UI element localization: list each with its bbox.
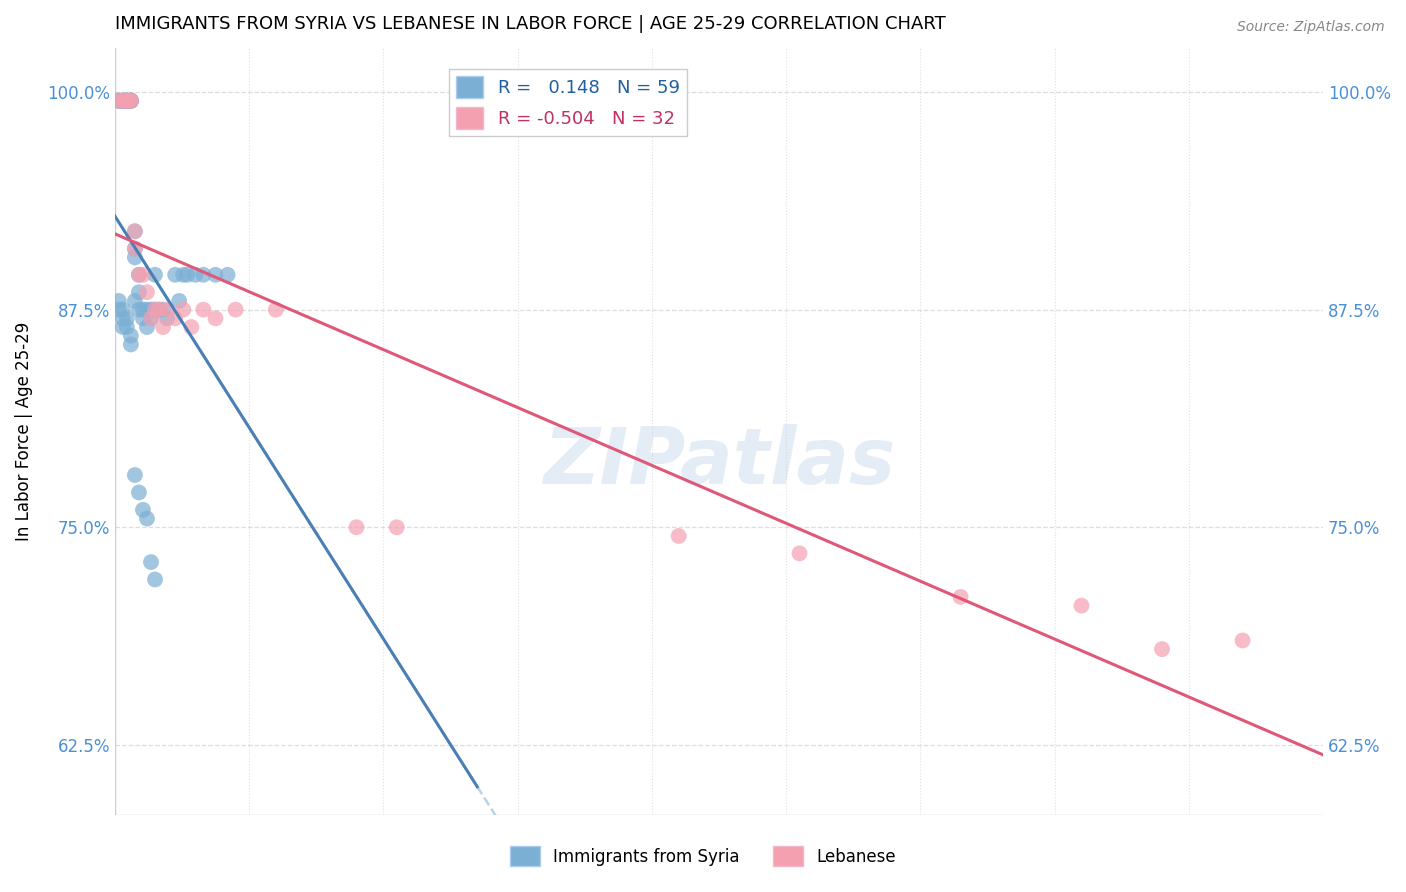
Text: ZIPatlas: ZIPatlas (543, 425, 896, 500)
Lebanese (264, 302, 287, 317)
Immigrants from Syria (111, 94, 134, 108)
Lebanese (136, 285, 159, 300)
Lebanese (152, 320, 174, 334)
Lebanese (115, 94, 138, 108)
Immigrants from Syria (115, 320, 138, 334)
Immigrants from Syria (128, 302, 150, 317)
Lebanese (1150, 642, 1173, 657)
Immigrants from Syria (176, 268, 198, 282)
Lebanese (120, 94, 142, 108)
Immigrants from Syria (115, 94, 138, 108)
Lebanese (180, 320, 202, 334)
Immigrants from Syria (136, 511, 159, 525)
Lebanese (143, 302, 166, 317)
Immigrants from Syria (139, 555, 162, 569)
Lebanese (385, 520, 408, 534)
Immigrants from Syria (128, 485, 150, 500)
Lebanese (225, 302, 247, 317)
Lebanese (115, 94, 138, 108)
Immigrants from Syria (193, 268, 215, 282)
Immigrants from Syria (184, 268, 207, 282)
Immigrants from Syria (120, 337, 142, 351)
Lebanese (346, 520, 368, 534)
Immigrants from Syria (107, 94, 129, 108)
Text: IMMIGRANTS FROM SYRIA VS LEBANESE IN LABOR FORCE | AGE 25-29 CORRELATION CHART: IMMIGRANTS FROM SYRIA VS LEBANESE IN LAB… (115, 15, 945, 33)
Lebanese (107, 94, 129, 108)
Immigrants from Syria (120, 94, 142, 108)
Immigrants from Syria (217, 268, 239, 282)
Immigrants from Syria (148, 302, 170, 317)
Immigrants from Syria (115, 94, 138, 108)
Immigrants from Syria (128, 285, 150, 300)
Lebanese (668, 529, 690, 543)
Immigrants from Syria (165, 268, 187, 282)
Lebanese (132, 268, 155, 282)
Immigrants from Syria (139, 311, 162, 326)
Immigrants from Syria (124, 224, 146, 238)
Lebanese (139, 311, 162, 326)
Immigrants from Syria (124, 251, 146, 265)
Immigrants from Syria (124, 242, 146, 256)
Immigrants from Syria (120, 94, 142, 108)
Immigrants from Syria (139, 302, 162, 317)
Lebanese (120, 94, 142, 108)
Immigrants from Syria (132, 311, 155, 326)
Lebanese (165, 311, 187, 326)
Immigrants from Syria (120, 94, 142, 108)
Lebanese (204, 311, 226, 326)
Immigrants from Syria (107, 94, 129, 108)
Y-axis label: In Labor Force | Age 25-29: In Labor Force | Age 25-29 (15, 322, 32, 541)
Immigrants from Syria (152, 302, 174, 317)
Immigrants from Syria (120, 94, 142, 108)
Lebanese (124, 242, 146, 256)
Legend: Immigrants from Syria, Lebanese: Immigrants from Syria, Lebanese (503, 839, 903, 873)
Lebanese (148, 302, 170, 317)
Lebanese (1232, 633, 1254, 648)
Immigrants from Syria (115, 94, 138, 108)
Immigrants from Syria (115, 94, 138, 108)
Immigrants from Syria (107, 293, 129, 308)
Immigrants from Syria (143, 268, 166, 282)
Immigrants from Syria (111, 94, 134, 108)
Immigrants from Syria (204, 268, 226, 282)
Immigrants from Syria (136, 302, 159, 317)
Legend: R =   0.148   N = 59, R = -0.504   N = 32: R = 0.148 N = 59, R = -0.504 N = 32 (449, 69, 688, 136)
Immigrants from Syria (107, 302, 129, 317)
Lebanese (156, 302, 179, 317)
Lebanese (128, 268, 150, 282)
Immigrants from Syria (124, 293, 146, 308)
Immigrants from Syria (115, 311, 138, 326)
Immigrants from Syria (143, 302, 166, 317)
Immigrants from Syria (136, 320, 159, 334)
Immigrants from Syria (120, 94, 142, 108)
Immigrants from Syria (132, 503, 155, 517)
Immigrants from Syria (156, 311, 179, 326)
Lebanese (1070, 599, 1092, 613)
Immigrants from Syria (111, 311, 134, 326)
Lebanese (193, 302, 215, 317)
Lebanese (949, 590, 972, 604)
Lebanese (789, 546, 811, 560)
Immigrants from Syria (128, 268, 150, 282)
Immigrants from Syria (111, 94, 134, 108)
Immigrants from Syria (132, 302, 155, 317)
Immigrants from Syria (107, 94, 129, 108)
Immigrants from Syria (115, 94, 138, 108)
Immigrants from Syria (124, 468, 146, 483)
Immigrants from Syria (120, 328, 142, 343)
Immigrants from Syria (111, 94, 134, 108)
Lebanese (124, 224, 146, 238)
Lebanese (111, 94, 134, 108)
Immigrants from Syria (111, 302, 134, 317)
Immigrants from Syria (115, 94, 138, 108)
Immigrants from Syria (172, 268, 194, 282)
Lebanese (172, 302, 194, 317)
Lebanese (111, 94, 134, 108)
Immigrants from Syria (143, 573, 166, 587)
Text: Source: ZipAtlas.com: Source: ZipAtlas.com (1237, 20, 1385, 34)
Immigrants from Syria (111, 320, 134, 334)
Immigrants from Syria (167, 293, 190, 308)
